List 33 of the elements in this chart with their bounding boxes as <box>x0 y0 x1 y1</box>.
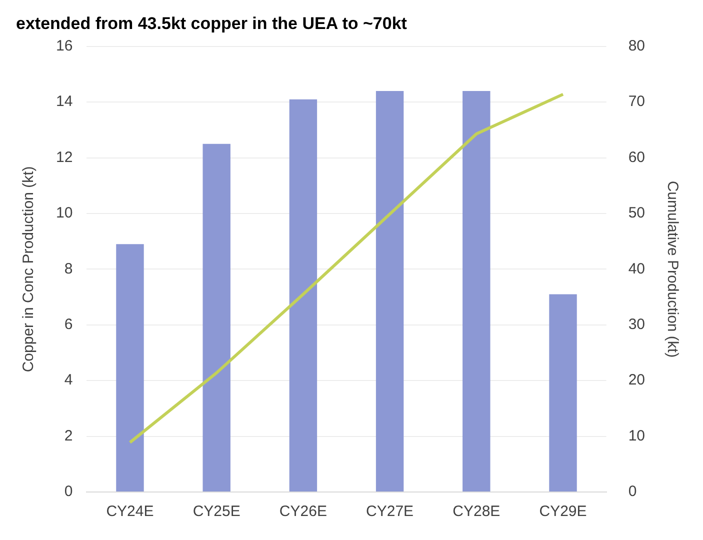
y-tick-label: 2 <box>64 427 73 444</box>
y2-tick-label: 10 <box>628 427 646 444</box>
y-tick-label: 14 <box>56 93 73 110</box>
y-tick-label: 8 <box>64 260 73 278</box>
bar <box>202 144 230 492</box>
y2-tick-label: 80 <box>628 38 646 55</box>
x-tick-label: CY29E <box>539 503 587 520</box>
y-tick-label: 16 <box>56 38 73 55</box>
y2-tick-label: 50 <box>628 204 646 222</box>
bar <box>462 90 490 492</box>
y2-axis-title: Cumulative Production (kt) <box>664 180 681 358</box>
chart-title: extended from 43.5kt copper in the UEA to ~70kt <box>16 14 408 33</box>
y-tick-label: 4 <box>64 372 73 389</box>
x-tick-label: CY24E <box>106 503 154 520</box>
bar <box>289 99 318 492</box>
y2-tick-label: 0 <box>628 483 637 500</box>
x-tick-label: CY27E <box>366 503 414 520</box>
y2-tick-label: 30 <box>628 316 646 334</box>
y2-tick-label: 70 <box>628 93 646 110</box>
bar <box>116 244 144 492</box>
y2-tick-label: 20 <box>628 372 646 389</box>
y2-tick-label: 60 <box>628 148 646 166</box>
x-tick-label: CY25E <box>192 503 240 520</box>
y-tick-label: 10 <box>56 204 73 222</box>
y-tick-label: 0 <box>64 483 73 500</box>
x-tick-label: CY28E <box>452 503 500 520</box>
y-tick-label: 12 <box>56 148 73 166</box>
bar <box>376 90 404 492</box>
y-tick-label: 6 <box>64 316 73 334</box>
y-axis-title: Copper in Conc Production (kt) <box>20 166 38 372</box>
bar <box>549 294 577 492</box>
y2-tick-label: 40 <box>628 260 646 278</box>
x-tick-label: CY26E <box>279 503 327 520</box>
